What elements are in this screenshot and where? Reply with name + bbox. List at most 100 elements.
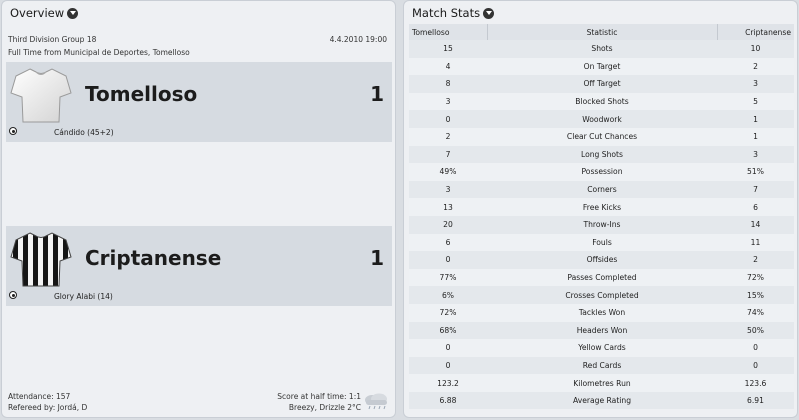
stat-away-value: 123.6	[717, 374, 794, 392]
match-stats-title-label: Match Stats	[412, 6, 481, 20]
goal-ball-icon	[9, 291, 17, 299]
stat-home-value: 20	[409, 215, 487, 234]
stat-label: Throw-Ins	[487, 215, 717, 234]
stat-away-value: 51%	[717, 163, 794, 181]
stat-label: Blocked Shots	[487, 92, 717, 111]
table-row: 3 Corners 7	[409, 180, 794, 199]
stat-home-value: 7	[409, 145, 487, 164]
table-row: 0 Yellow Cards 0	[409, 339, 794, 357]
away-team-name[interactable]: Criptanense	[85, 246, 222, 270]
stat-home-value: 4	[409, 57, 487, 76]
column-header-statistic[interactable]: Statistic	[487, 24, 718, 40]
stat-label: Possession	[487, 163, 717, 181]
overview-title-label: Overview	[10, 6, 65, 20]
stat-home-value: 6%	[409, 286, 487, 304]
stat-away-value: 11	[717, 233, 794, 252]
table-row: 123.2 Kilometres Run 123.6	[409, 374, 794, 392]
home-shirt-icon	[10, 68, 72, 123]
table-row: 6 Fouls 11	[409, 233, 794, 252]
stat-label: Off Target	[487, 75, 717, 93]
table-row: 0 Offsides 2	[409, 251, 794, 269]
match-stats-panel: Match Stats Tomelloso Statistic Criptane…	[403, 0, 798, 418]
stat-home-value: 77%	[409, 268, 487, 287]
away-team-box: Criptanense 1 Glory Alabi (14)	[6, 226, 392, 306]
stat-label: Corners	[487, 180, 717, 199]
stat-home-value: 13	[409, 198, 487, 216]
attendance-label: Attendance: 157	[8, 392, 71, 401]
stat-away-value: 14	[717, 215, 794, 234]
stat-label: Clear Cut Chances	[487, 127, 717, 146]
table-row: 0 Red Cards 0	[409, 356, 794, 375]
stat-home-value: 6.88	[409, 391, 487, 410]
goal-ball-icon	[9, 127, 17, 135]
stat-home-value: 123.2	[409, 374, 487, 392]
stat-label: Offsides	[487, 251, 717, 269]
table-row: 4 On Target 2	[409, 57, 794, 76]
away-scorer[interactable]: Glory Alabi (14)	[54, 292, 113, 301]
overview-panel: Overview Third Division Group 18 4.4.201…	[1, 0, 396, 418]
stat-home-value: 0	[409, 110, 487, 128]
stat-away-value: 10	[717, 40, 794, 58]
stat-label: Tackles Won	[487, 303, 717, 322]
stat-away-value: 2	[717, 57, 794, 76]
stat-label: Headers Won	[487, 321, 717, 340]
stat-label: Fouls	[487, 233, 717, 252]
stat-home-value: 15	[409, 40, 487, 58]
stat-label: Woodwork	[487, 110, 717, 128]
column-header-home[interactable]: Tomelloso	[409, 24, 488, 40]
table-row: 15 Shots 10	[409, 40, 794, 58]
chevron-down-icon[interactable]	[67, 7, 79, 19]
weather-label: Breezy, Drizzle 2°C	[288, 403, 361, 412]
stat-away-value: 0	[717, 339, 794, 357]
stat-away-value: 3	[717, 75, 794, 93]
home-team-name[interactable]: Tomelloso	[85, 82, 198, 106]
table-row: 7 Long Shots 3	[409, 145, 794, 164]
table-row: 13 Free Kicks 6	[409, 198, 794, 216]
stat-label: Free Kicks	[487, 198, 717, 216]
stat-home-value: 0	[409, 251, 487, 269]
referee-label[interactable]: Refereed by: Jordá, D	[8, 403, 88, 412]
stat-label: Shots	[487, 40, 717, 58]
stat-away-value: 7	[717, 180, 794, 199]
table-row: 0 Woodwork 1	[409, 110, 794, 128]
table-row: 3 Blocked Shots 5	[409, 92, 794, 111]
home-team-score: 1	[370, 82, 384, 106]
table-row: 72% Tackles Won 74%	[409, 303, 794, 322]
stat-label: On Target	[487, 57, 717, 76]
stat-away-value: 3	[717, 145, 794, 164]
rain-cloud-icon	[365, 393, 387, 410]
stat-away-value: 72%	[717, 268, 794, 287]
table-row: 2 Clear Cut Chances 1	[409, 127, 794, 146]
competition-label: Third Division Group 18	[8, 35, 97, 44]
table-row: 68% Headers Won 50%	[409, 321, 794, 340]
match-date: 4.4.2010 19:00	[329, 35, 387, 44]
home-team-box: Tomelloso 1 Cándido (45+2)	[6, 62, 392, 142]
overview-title[interactable]: Overview	[10, 6, 79, 20]
stat-label: Passes Completed	[487, 268, 717, 287]
chevron-down-icon[interactable]	[483, 7, 495, 19]
match-stats-title[interactable]: Match Stats	[412, 6, 495, 20]
away-team-score: 1	[370, 246, 384, 270]
away-shirt-icon	[10, 232, 72, 287]
table-row: 6.88 Average Rating 6.91	[409, 391, 794, 410]
stat-home-value: 0	[409, 339, 487, 357]
stat-label: Long Shots	[487, 145, 717, 164]
stat-away-value: 2	[717, 251, 794, 269]
table-row: 77% Passes Completed 72%	[409, 268, 794, 287]
stat-away-value: 1	[717, 127, 794, 146]
stat-away-value: 15%	[717, 286, 794, 304]
stat-away-value: 0	[717, 356, 794, 375]
home-scorer[interactable]: Cándido (45+2)	[54, 128, 114, 137]
column-header-away[interactable]: Criptanense	[717, 24, 794, 40]
stat-away-value: 74%	[717, 303, 794, 322]
stat-label: Kilometres Run	[487, 374, 717, 392]
stat-home-value: 2	[409, 127, 487, 146]
stat-home-value: 0	[409, 356, 487, 375]
match-stats-table: Tomelloso Statistic Criptanense 15 Shots 1…	[409, 24, 794, 410]
table-row: 6% Crosses Completed 15%	[409, 286, 794, 304]
stat-away-value: 5	[717, 92, 794, 111]
stat-away-value: 50%	[717, 321, 794, 340]
stat-home-value: 3	[409, 92, 487, 111]
stat-home-value: 68%	[409, 321, 487, 340]
stat-label: Red Cards	[487, 356, 717, 375]
